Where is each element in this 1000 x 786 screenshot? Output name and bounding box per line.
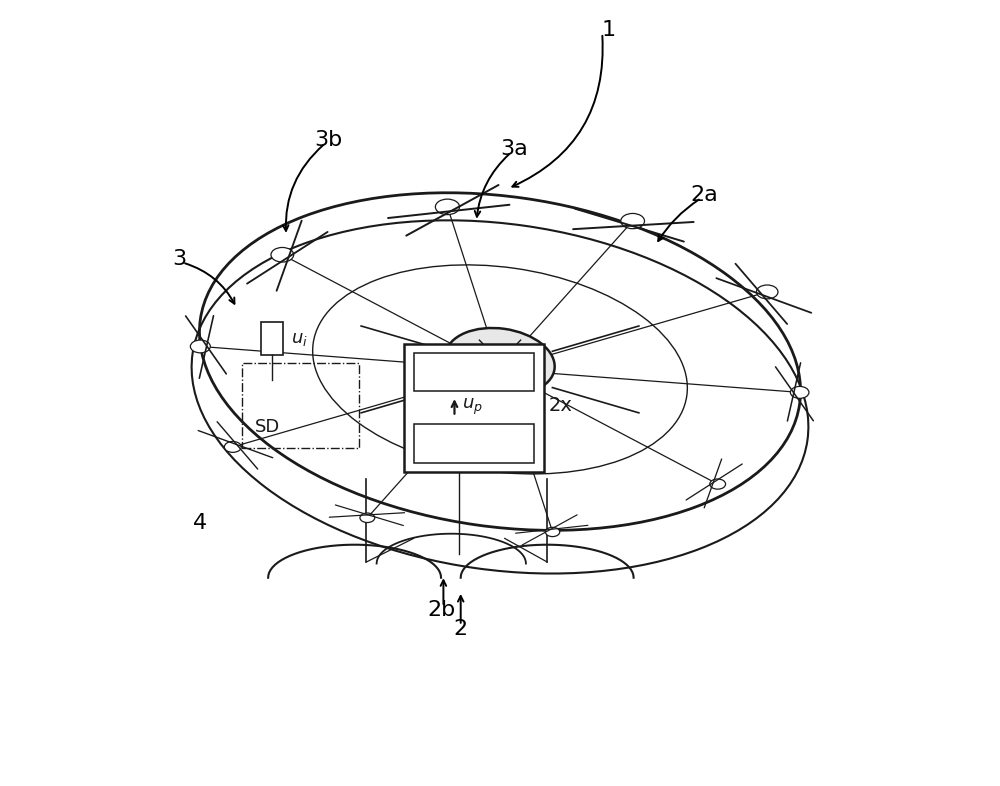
Bar [414, 424, 534, 463]
Ellipse shape [545, 527, 560, 537]
Text: 2: 2 [454, 619, 468, 639]
Ellipse shape [190, 340, 210, 353]
Ellipse shape [271, 248, 294, 262]
Ellipse shape [710, 479, 726, 489]
Ellipse shape [360, 513, 375, 523]
Ellipse shape [445, 328, 555, 395]
Text: 2a: 2a [690, 185, 718, 205]
Text: $u_p$: $u_p$ [462, 396, 483, 417]
Text: 3b: 3b [315, 130, 343, 150]
Ellipse shape [224, 442, 241, 453]
Text: 2b: 2b [428, 600, 456, 620]
Text: SD: SD [255, 418, 280, 436]
Text: 4: 4 [193, 512, 207, 533]
Bar [242, 363, 359, 448]
Text: 3a: 3a [500, 139, 528, 160]
Ellipse shape [790, 387, 809, 399]
Bar [404, 344, 544, 472]
Ellipse shape [756, 285, 778, 299]
Text: 1: 1 [601, 20, 616, 40]
Bar [261, 322, 283, 355]
Bar [414, 353, 534, 391]
Ellipse shape [621, 214, 645, 229]
Ellipse shape [435, 199, 460, 215]
Text: 2x: 2x [549, 396, 573, 415]
Text: $u_i$: $u_i$ [291, 330, 308, 347]
Text: 3: 3 [172, 249, 186, 270]
